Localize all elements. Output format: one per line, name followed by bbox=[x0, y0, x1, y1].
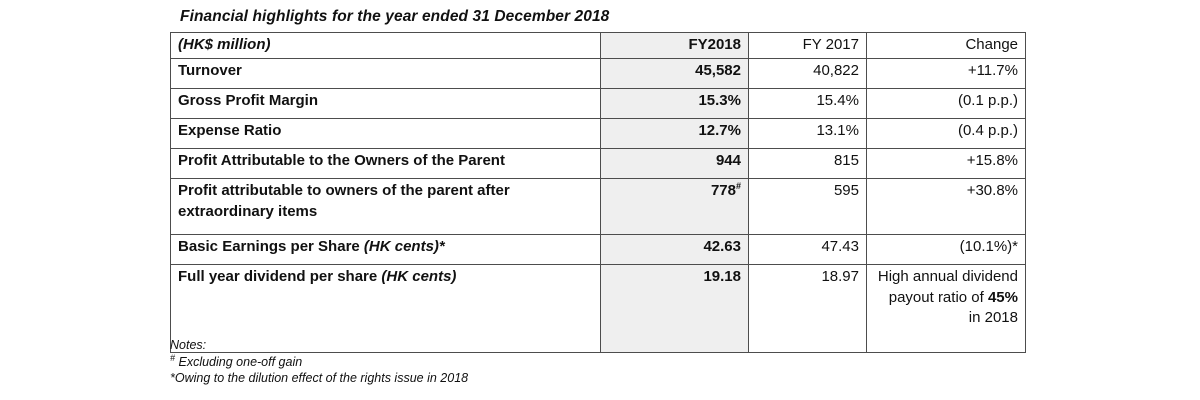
notes-section: Notes: # Excluding one-off gain *Owing t… bbox=[170, 337, 468, 387]
table-row-full-year-dividend: Full year dividend per share (HK cents) … bbox=[170, 264, 1026, 354]
row-label: Turnover bbox=[170, 58, 601, 90]
header-units-label: (HK$ million) bbox=[170, 31, 601, 60]
change-cell: +15.8% bbox=[866, 148, 1026, 180]
fy2018-cell: 19.18 bbox=[600, 264, 749, 354]
note-excluding-one-off-gain: # Excluding one-off gain bbox=[170, 352, 303, 369]
fy2018-cell: 12.7% bbox=[600, 118, 749, 150]
change-cell: High annual dividend payout ratio of 45%… bbox=[866, 264, 1026, 354]
fy2017-cell: 15.4% bbox=[748, 88, 867, 120]
table-row-expense-ratio: Expense Ratio 12.7% 13.1% (0.4 p.p.) bbox=[170, 118, 1026, 150]
change-cell: +30.8% bbox=[866, 178, 1026, 236]
table-row-gross-profit-margin: Gross Profit Margin 15.3% 15.4% (0.1 p.p… bbox=[170, 88, 1026, 120]
fy2018-cell: 45,582 bbox=[600, 58, 749, 90]
fy2017-cell: 18.97 bbox=[748, 264, 867, 354]
table-row-basic-eps: Basic Earnings per Share (HK cents)* 42.… bbox=[170, 234, 1026, 266]
header-fy2018: FY2018 bbox=[600, 31, 749, 60]
row-label: Profit Attributable to the Owners of the… bbox=[170, 148, 601, 180]
page-title: Financial highlights for the year ended … bbox=[180, 8, 610, 25]
row-label: Basic Earnings per Share (HK cents)* bbox=[170, 234, 601, 266]
row-label: Gross Profit Margin bbox=[170, 88, 601, 120]
change-cell: (10.1%)* bbox=[866, 234, 1026, 266]
fy2018-cell: 15.3% bbox=[600, 88, 749, 120]
fy2017-cell: 47.43 bbox=[748, 234, 867, 266]
fy2017-cell: 815 bbox=[748, 148, 867, 180]
table-row-turnover: Turnover 45,582 40,822 +11.7% bbox=[170, 58, 1026, 90]
fy2017-cell: 13.1% bbox=[748, 118, 867, 150]
fy2017-cell: 595 bbox=[748, 178, 867, 236]
note-dilution-effect: *Owing to the dilution effect of the rig… bbox=[170, 371, 469, 385]
change-cell: (0.1 p.p.) bbox=[866, 88, 1026, 120]
row-label: Full year dividend per share (HK cents) bbox=[170, 264, 601, 354]
row-label: Profit attributable to owners of the par… bbox=[170, 178, 601, 236]
fy2017-cell: 40,822 bbox=[748, 58, 867, 90]
header-change: Change bbox=[866, 31, 1026, 60]
fy2018-cell: 42.63 bbox=[600, 234, 749, 266]
change-cell: +11.7% bbox=[866, 58, 1026, 90]
notes-heading: Notes: bbox=[170, 338, 207, 352]
table-row-profit-after-extraordinary: Profit attributable to owners of the par… bbox=[170, 178, 1026, 236]
table-header-row: (HK$ million) FY2018 FY 2017 Change bbox=[170, 31, 1026, 60]
financial-highlights-table: (HK$ million) FY2018 FY 2017 Change Turn… bbox=[170, 31, 1026, 354]
header-fy2017: FY 2017 bbox=[748, 31, 867, 60]
table-row-profit-attributable: Profit Attributable to the Owners of the… bbox=[170, 148, 1026, 180]
change-cell: (0.4 p.p.) bbox=[866, 118, 1026, 150]
fy2018-cell: 944 bbox=[600, 148, 749, 180]
fy2018-cell: 778# bbox=[600, 178, 749, 236]
row-label: Expense Ratio bbox=[170, 118, 601, 150]
